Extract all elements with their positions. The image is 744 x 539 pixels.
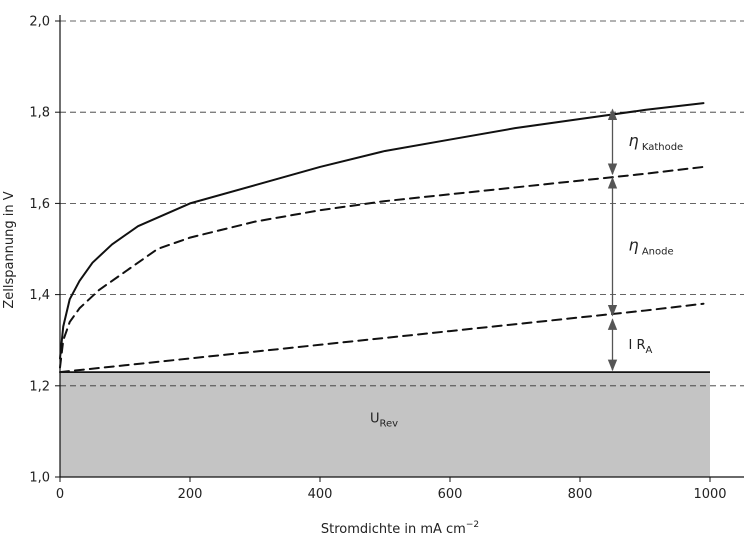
series-layer: [59, 102, 705, 374]
y-tick-label: 1,2: [29, 379, 50, 394]
x-tick-label: 1000: [693, 487, 726, 502]
x-tick-label: 200: [178, 487, 203, 502]
urev-region-layer: [60, 371, 710, 477]
y-tick-label: 2,0: [29, 15, 50, 30]
series-line-1: [59, 102, 705, 360]
x-tick-label: 0: [56, 487, 64, 502]
y-axis-title: Zellspannung in V: [2, 191, 17, 308]
series-line-3: [59, 302, 705, 374]
x-axis-title: Stromdichte in mA cm−2: [321, 520, 479, 537]
urev-label: URev: [370, 411, 398, 429]
annotation-label-2: η Anode: [629, 236, 674, 258]
annotation-label-1: η Kathode: [629, 131, 684, 153]
x-tick-label: 600: [438, 487, 463, 502]
y-tick-label: 1,8: [29, 106, 50, 121]
axis-layer: 1,0 1,2 1,4 1,6 1,8 2,0 0 200 400 600 800 1000: [29, 15, 744, 502]
y-tick-label: 1,6: [29, 197, 50, 212]
y-tick-label: 1,0: [29, 471, 50, 486]
urev-region: [60, 372, 710, 477]
series-line-2: [59, 165, 705, 369]
grid-layer: [60, 20, 744, 387]
x-tick-label: 400: [308, 487, 333, 502]
y-tick-label: 1,4: [29, 288, 50, 303]
annotation-layer: η Kathode η Anode I RA URev: [370, 108, 684, 429]
annotation-label-3: I RA: [629, 338, 653, 356]
x-tick-label: 800: [568, 487, 593, 502]
